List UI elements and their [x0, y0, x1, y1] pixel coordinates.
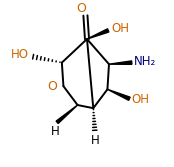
Polygon shape: [109, 61, 132, 64]
Text: H: H: [51, 125, 60, 138]
Text: H: H: [91, 134, 100, 147]
Polygon shape: [56, 105, 78, 124]
Text: NH₂: NH₂: [134, 55, 156, 68]
Text: OH: OH: [132, 93, 150, 106]
Polygon shape: [107, 89, 130, 100]
Text: HO: HO: [11, 48, 29, 61]
Text: O: O: [47, 80, 57, 94]
Polygon shape: [87, 29, 109, 39]
Text: OH: OH: [111, 22, 129, 35]
Text: O: O: [76, 2, 86, 15]
